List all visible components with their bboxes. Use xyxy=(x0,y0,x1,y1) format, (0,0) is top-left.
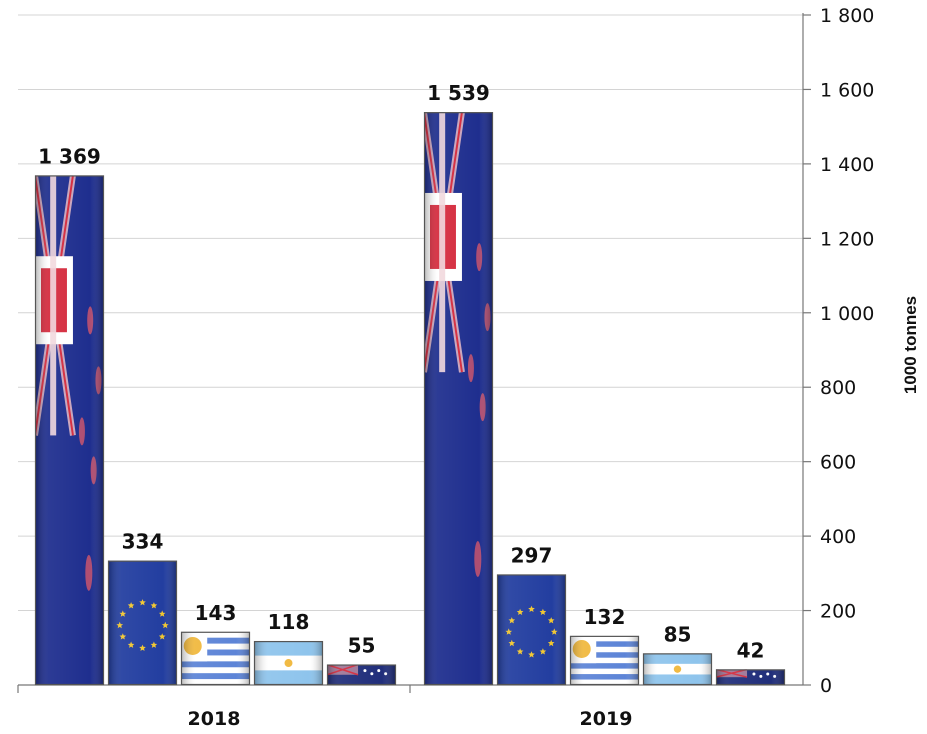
data-label: 334 xyxy=(122,530,164,554)
y-tick-label: 1 200 xyxy=(820,228,874,250)
bar-outline xyxy=(569,635,640,686)
data-label: 1 369 xyxy=(38,144,101,168)
bar-outline xyxy=(253,640,324,686)
data-label: 132 xyxy=(584,605,626,629)
bar-outline xyxy=(496,574,567,686)
y-tick-label: 1 600 xyxy=(820,79,874,101)
y-tick-label: 200 xyxy=(820,601,856,623)
bar-argentina-flag-2019 xyxy=(643,653,712,685)
y-tick-label: 400 xyxy=(820,526,856,548)
y-axis-title: 1000 tonnes xyxy=(901,296,920,394)
bar-new-zealand-flag-2019 xyxy=(424,112,493,685)
bar-eu-flag-2019 xyxy=(497,574,566,685)
bar-australia-flag-2018 xyxy=(327,664,396,685)
bar-outline xyxy=(180,631,251,686)
data-label: 297 xyxy=(511,543,553,567)
data-label: 85 xyxy=(664,622,692,646)
bar-argentina-flag-2018 xyxy=(254,641,323,685)
data-label: 1 539 xyxy=(427,81,490,105)
y-tick-label: 800 xyxy=(820,377,856,399)
bar-new-zealand-flag-2018 xyxy=(35,175,104,685)
y-tick-label: 600 xyxy=(820,452,856,474)
bar-uruguay-flag-2019 xyxy=(570,635,639,685)
y-tick-label: 0 xyxy=(820,675,832,697)
x-tick-label: 2018 xyxy=(188,708,241,730)
data-label: 143 xyxy=(195,601,237,625)
bar-outline xyxy=(326,664,397,686)
gridlines xyxy=(18,14,803,612)
y-tick-label: 1 400 xyxy=(820,154,874,176)
y-tick-label: 1 000 xyxy=(820,303,874,325)
bar-australia-flag-2019 xyxy=(716,669,785,685)
bar-outline xyxy=(423,112,494,686)
bar-outline xyxy=(642,653,713,686)
bar-outline xyxy=(715,669,786,686)
bar-outline xyxy=(34,175,105,686)
x-tick-label: 2019 xyxy=(580,708,633,730)
y-axis: 0 200 400 600 800 1 000 1 200 1 400 1 600 1 800 20… xyxy=(17,5,874,730)
bars xyxy=(34,112,786,686)
data-label: 55 xyxy=(348,634,376,658)
bar-outline xyxy=(107,560,178,686)
bar-eu-flag-2018 xyxy=(108,560,177,685)
data-label: 118 xyxy=(268,610,310,634)
bar-uruguay-flag-2018 xyxy=(181,631,250,685)
data-labels: 1 369 334 143 118 55 1 539 297 132 85 42 xyxy=(38,81,764,662)
data-label: 42 xyxy=(737,638,765,662)
y-tick-label: 1 800 xyxy=(820,5,874,27)
